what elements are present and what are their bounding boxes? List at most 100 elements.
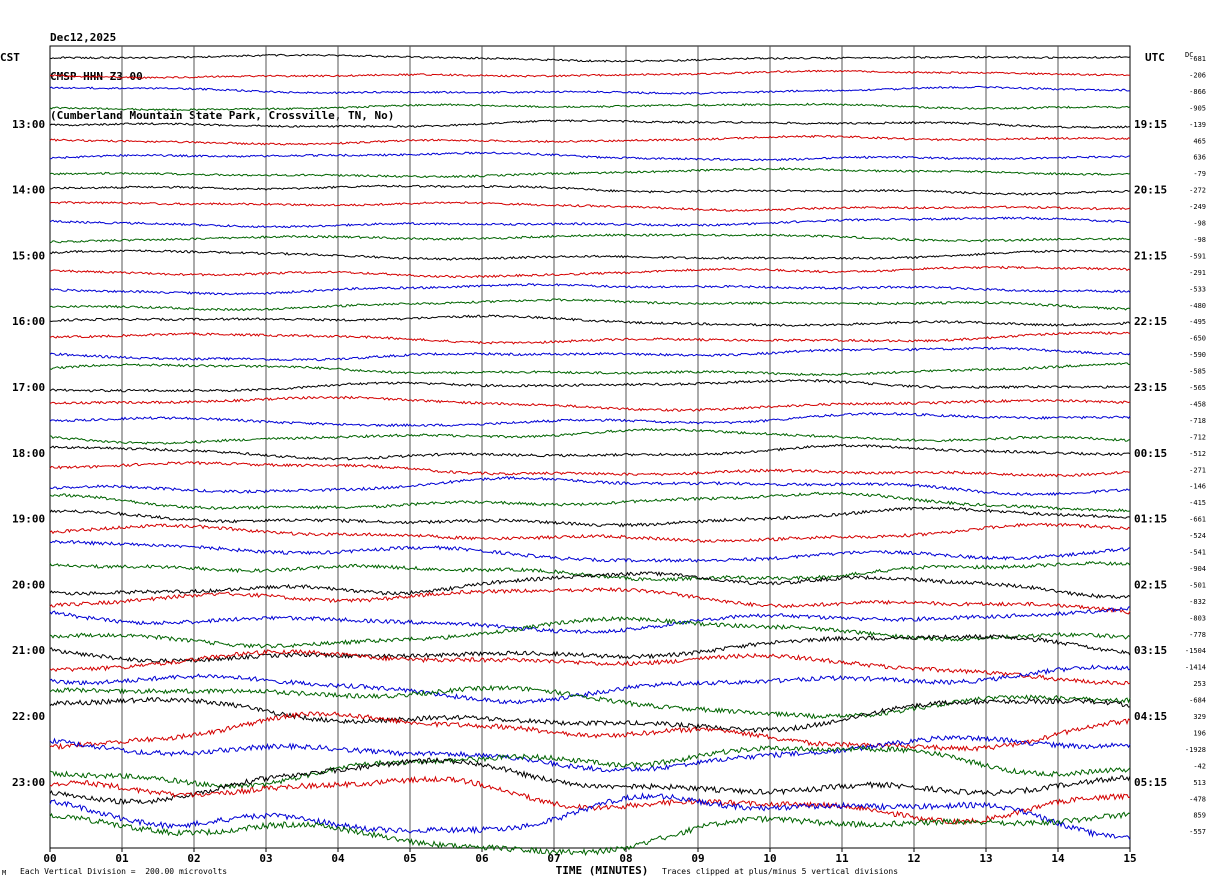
trace-line: [49, 69, 1131, 80]
dc-offset-label: -832: [1189, 598, 1206, 606]
dc-offset-label: -1504: [1185, 647, 1206, 655]
trace-line: [49, 362, 1131, 377]
dc-offset-label: -565: [1189, 384, 1206, 392]
x-tick-label: 02: [187, 852, 200, 865]
trace-line: [49, 314, 1131, 327]
dc-offset-label: -904: [1189, 565, 1206, 573]
dc-offset-label: -661: [1189, 516, 1206, 524]
trace-line: [49, 664, 1131, 705]
dc-offset-label: -480: [1189, 302, 1206, 310]
x-tick-label: 06: [475, 852, 489, 865]
dc-offset-label: -557: [1189, 828, 1206, 836]
dc-offset-label: -905: [1189, 104, 1206, 112]
x-tick-label: 07: [547, 852, 560, 865]
dc-offset-label: -866: [1189, 88, 1206, 96]
right-hour-label: 02:15: [1134, 578, 1167, 591]
trace-line: [49, 571, 1131, 600]
trace-line: [49, 134, 1131, 146]
x-tick-label: 01: [115, 852, 129, 865]
trace-line: [49, 119, 1131, 129]
trace-line: [50, 184, 1131, 196]
left-timezone-label: CST: [0, 51, 20, 64]
dc-offset-label: -524: [1189, 532, 1206, 540]
trace-line: [49, 711, 1131, 752]
trace-line: [49, 298, 1131, 312]
dc-offset-label: -718: [1189, 417, 1206, 425]
right-hour-label: 20:15: [1134, 184, 1167, 197]
right-hour-label: 03:15: [1134, 644, 1167, 657]
dc-header-label: DC: [1185, 51, 1193, 59]
trace-line: [49, 491, 1131, 513]
dc-offset-label: -478: [1189, 795, 1206, 803]
dc-offset-label: -585: [1189, 368, 1206, 376]
right-hour-label: 04:15: [1134, 710, 1167, 723]
dc-offset-label: -541: [1189, 549, 1206, 557]
trace-line: [49, 461, 1131, 478]
trace-line: [49, 539, 1131, 563]
dc-offset-label: -591: [1189, 252, 1206, 260]
header-station: CMSP HHN Z3 00: [50, 70, 143, 83]
dc-offset-label: -98: [1193, 236, 1206, 244]
left-hour-label: 17:00: [12, 381, 45, 394]
dc-offset-label: -803: [1189, 614, 1206, 622]
left-hour-label: 23:00: [12, 776, 45, 789]
x-tick-label: 09: [691, 852, 704, 865]
right-hour-label: 22:15: [1134, 315, 1167, 328]
trace-line: [49, 346, 1131, 362]
left-hour-label: 19:00: [12, 513, 45, 526]
dc-offset-label: 513: [1193, 779, 1206, 787]
dc-offset-label: -415: [1189, 499, 1206, 507]
x-tick-label: 05: [403, 852, 416, 865]
left-hour-label: 13:00: [12, 118, 45, 131]
footer-clip-note: Traces clipped at plus/minus 5 vertical …: [662, 867, 899, 876]
trace-line: [49, 233, 1131, 244]
dc-offset-label: -495: [1189, 318, 1206, 326]
dc-offset-label: -139: [1189, 121, 1206, 129]
left-hour-label: 16:00: [12, 315, 45, 328]
dc-offset-label: -1414: [1185, 664, 1206, 672]
trace-line: [49, 476, 1131, 497]
left-hour-label: 22:00: [12, 710, 45, 723]
x-tick-label: 15: [1123, 852, 1136, 865]
header-location: (Cumberland Mountain State Park, Crossvi…: [50, 109, 395, 122]
footer-scale-note: Each Vertical Division = 200.00 microvol…: [20, 867, 228, 876]
dc-offset-label: -79: [1193, 170, 1206, 178]
dc-offset-label: -533: [1189, 285, 1206, 293]
trace-line: [49, 102, 1131, 112]
left-hour-label: 18:00: [12, 447, 45, 460]
trace-line: [49, 811, 1131, 857]
dc-offset-label: -778: [1189, 631, 1206, 639]
trace-line: [49, 395, 1131, 412]
trace-line: [49, 201, 1131, 212]
trace-line: [49, 586, 1131, 615]
dc-offset-label: -501: [1189, 581, 1206, 589]
x-axis-label: TIME (MINUTES): [556, 864, 649, 877]
trace-line: [49, 427, 1131, 445]
header-date: Dec12,2025: [50, 31, 117, 44]
dc-offset-label: -1928: [1185, 746, 1206, 754]
right-hour-label: 23:15: [1134, 381, 1167, 394]
trace-line: [49, 560, 1131, 582]
dc-offset-label: -681: [1189, 55, 1206, 63]
trace-line: [49, 443, 1131, 461]
x-tick-label: 10: [763, 852, 776, 865]
dc-offset-label: 196: [1193, 729, 1206, 737]
dc-offset-label: 253: [1193, 680, 1206, 688]
right-hour-label: 21:15: [1134, 249, 1167, 262]
dc-offset-label: 329: [1193, 713, 1206, 721]
trace-line: [49, 216, 1131, 229]
left-hour-label: 15:00: [12, 249, 45, 262]
header-block: Dec12,2025 CMSP HHN Z3 00 (Cumberland Mo…: [50, 5, 394, 135]
trace-line: [49, 85, 1131, 95]
dc-offset-label: -206: [1189, 71, 1206, 79]
dc-offset-label: -272: [1189, 187, 1206, 195]
dc-offset-label: -249: [1189, 203, 1206, 211]
trace-line: [49, 745, 1131, 790]
left-hour-label: 21:00: [12, 644, 45, 657]
dc-offset-label: -458: [1189, 400, 1206, 408]
x-tick-label: 03: [259, 852, 272, 865]
dc-offset-label: -684: [1189, 697, 1206, 705]
x-tick-label: 14: [1051, 852, 1065, 865]
dc-offset-label: -291: [1189, 269, 1206, 277]
